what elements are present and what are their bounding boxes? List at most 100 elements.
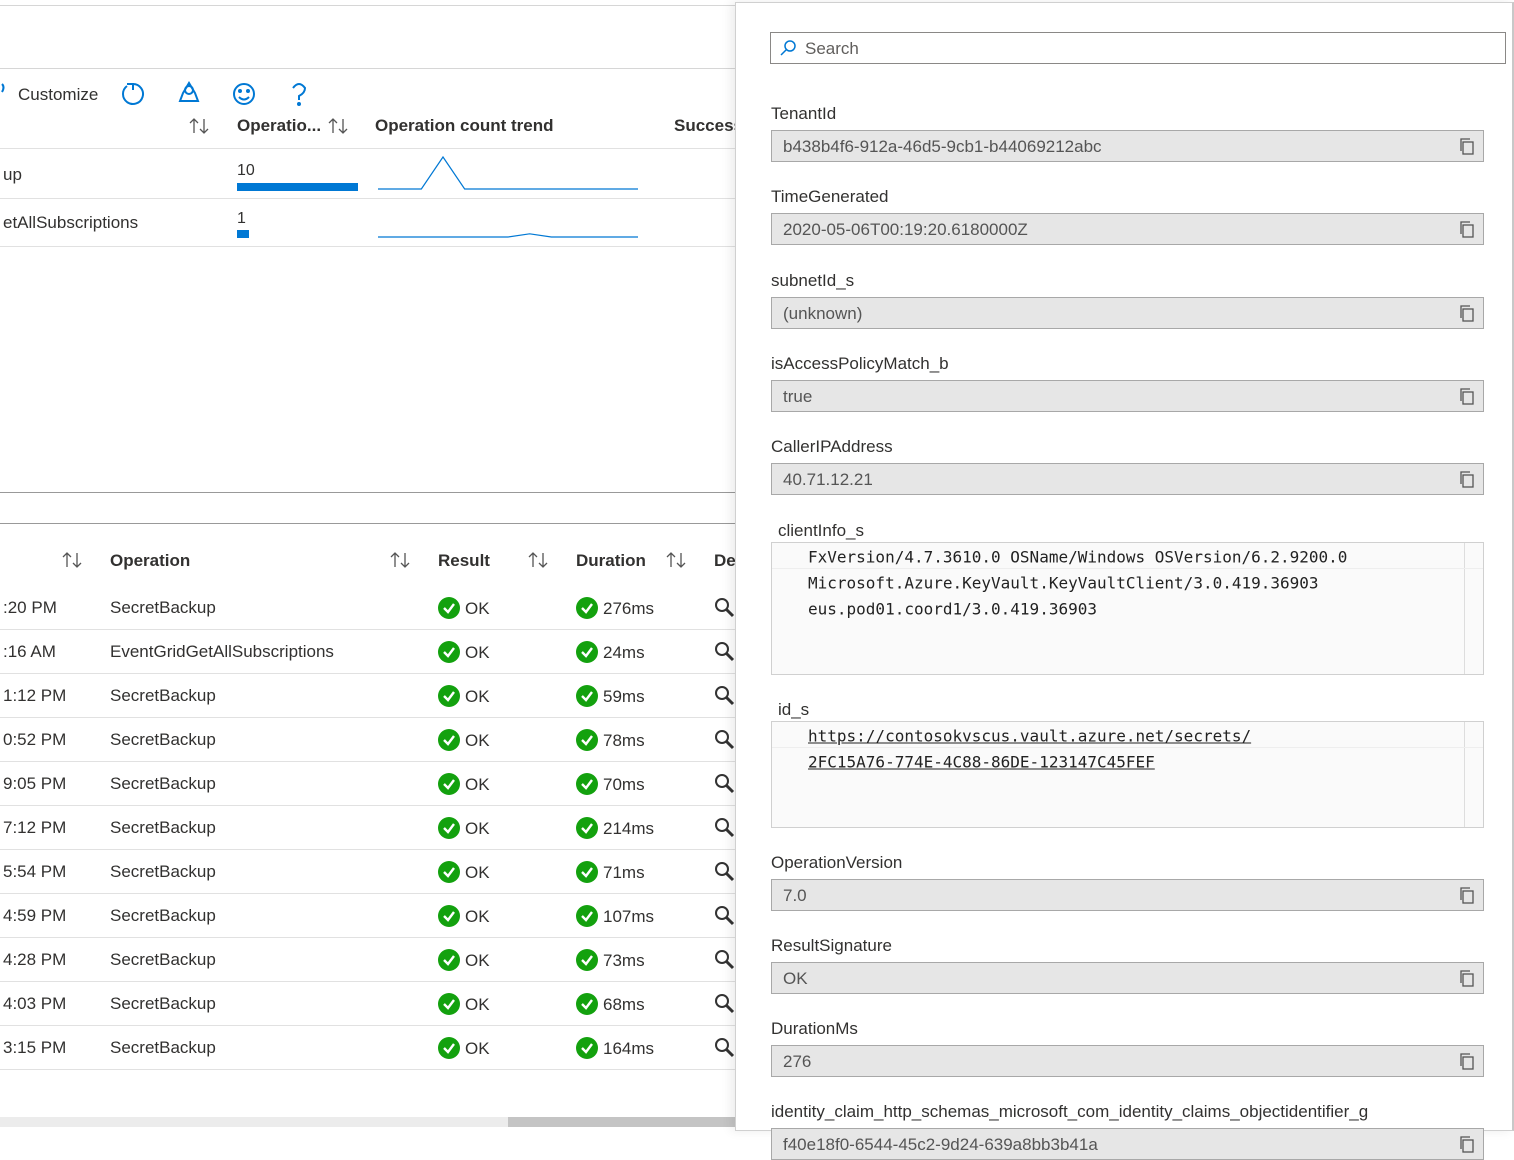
multiline-value[interactable]: FxVersion/4.7.3610.0 OSName/Windows OSVe… [771, 541, 1484, 675]
status-check [443, 911, 455, 922]
copy-icon [1460, 221, 1470, 235]
details-link[interactable] [713, 640, 736, 664]
status-check [581, 603, 593, 614]
sort-icon[interactable] [62, 551, 84, 569]
sort-icon[interactable] [328, 117, 350, 135]
divider [0, 148, 736, 149]
workbook-panel: Customize Operatio... Operation count tre… [0, 0, 736, 1131]
status-circle [438, 641, 460, 663]
magnifier-lens [715, 730, 729, 744]
status-check [581, 955, 593, 966]
scrollbar-thumb[interactable] [508, 1117, 736, 1127]
details-link[interactable] [713, 816, 736, 840]
help-icon[interactable] [292, 83, 307, 100]
copy-icon [1462, 474, 1474, 488]
details-link[interactable] [713, 860, 736, 884]
time-cell: 1:12 PM [3, 686, 67, 705]
time-cell: 5:54 PM [3, 862, 67, 881]
status-check [443, 603, 455, 614]
feedback-icon[interactable] [233, 83, 255, 105]
column-header[interactable]: Operation [110, 551, 191, 570]
column-header[interactable]: Success [674, 116, 736, 135]
duration-cell: 68ms [603, 995, 645, 1014]
divider [0, 246, 736, 247]
details-link[interactable] [713, 948, 736, 972]
field-label: isAccessPolicyMatch_b [771, 353, 949, 373]
magnifier-handle [724, 871, 735, 882]
details-link[interactable] [713, 1036, 736, 1060]
details-link[interactable] [713, 992, 736, 1016]
sort-icon[interactable] [666, 551, 688, 569]
customize-button[interactable]: Customize [18, 85, 99, 104]
copy-icon [1460, 388, 1470, 401]
copy-button[interactable] [1458, 1052, 1476, 1072]
status-check [581, 823, 593, 834]
status-circle [576, 905, 598, 927]
duration-cell: 73ms [603, 951, 645, 970]
copy-button[interactable] [1458, 969, 1476, 989]
column-header[interactable]: Operation count trend [375, 116, 554, 135]
magnifier-handle [724, 1047, 735, 1058]
hline [0, 1025, 736, 1026]
status-icon [438, 861, 460, 883]
copy-button[interactable] [1458, 304, 1476, 324]
box-divider [772, 746, 1483, 748]
multiline-value[interactable]: https://contosokvscus.vault.azure.net/se… [771, 720, 1484, 828]
sort-icon[interactable] [390, 551, 412, 569]
status-circle [576, 949, 598, 971]
result-cell: OK [465, 863, 490, 882]
copy-button[interactable] [1458, 387, 1476, 407]
copy-button[interactable] [1458, 886, 1476, 906]
copy-button[interactable] [1458, 137, 1476, 157]
copy-button[interactable] [1458, 220, 1476, 240]
field-label: CallerIPAddress [771, 437, 893, 457]
sort-icon[interactable] [189, 117, 211, 135]
status-check [443, 823, 455, 834]
details-link[interactable] [713, 728, 736, 752]
magnifier-handle [724, 695, 735, 706]
status-circle [438, 729, 460, 751]
search-box[interactable]: Search [770, 32, 1506, 64]
copy-button[interactable] [1458, 470, 1476, 490]
status-circle [438, 817, 460, 839]
hline [0, 937, 736, 938]
divider [0, 198, 736, 199]
details-link[interactable] [713, 904, 736, 928]
copy-icon [1462, 391, 1474, 405]
operation-cell: SecretBackup [110, 598, 216, 617]
sort-arrows [390, 552, 410, 568]
field-value: 2020-05-06T00:19:20.6180000Z [783, 220, 1028, 240]
status-check [581, 779, 593, 790]
sort-icon[interactable] [528, 551, 550, 569]
column-header[interactable]: De [714, 551, 736, 570]
status-icon [438, 773, 460, 795]
magnifier-lens [715, 642, 729, 656]
details-link[interactable] [713, 596, 736, 620]
link-text[interactable]: https://contosokvscus.vault.azure.net/se… [808, 726, 1252, 745]
hline [0, 849, 736, 850]
column-header[interactable]: Operatio... [237, 116, 322, 135]
details-link[interactable] [713, 772, 736, 796]
magnifier-handle [724, 739, 735, 750]
magnifier-lens [715, 994, 729, 1008]
status-check [443, 999, 455, 1010]
status-circle [438, 905, 460, 927]
sort-arrows [666, 552, 686, 568]
magnifier-lens [715, 818, 729, 832]
refresh-icon[interactable] [122, 83, 144, 105]
divider [0, 523, 736, 524]
column-header[interactable]: Result [438, 551, 490, 570]
status-circle [438, 861, 460, 883]
status-circle [438, 685, 460, 707]
status-icon [576, 685, 598, 707]
operation-cell: SecretBackup [110, 774, 216, 793]
column-header[interactable]: Duration [576, 551, 646, 570]
time-cell: 0:52 PM [3, 730, 67, 749]
copy-button[interactable] [1458, 1135, 1476, 1155]
magnifier-lens [715, 906, 729, 920]
field-label: identity_claim_http_schemas_microsoft_co… [771, 1102, 1369, 1122]
time-cell: 3:15 PM [3, 1038, 67, 1057]
link-text[interactable]: 2FC15A76-774E-4C88-86DE-123147C45FEF [808, 752, 1155, 771]
magnifier-lens [715, 598, 729, 612]
details-link[interactable] [713, 684, 736, 708]
